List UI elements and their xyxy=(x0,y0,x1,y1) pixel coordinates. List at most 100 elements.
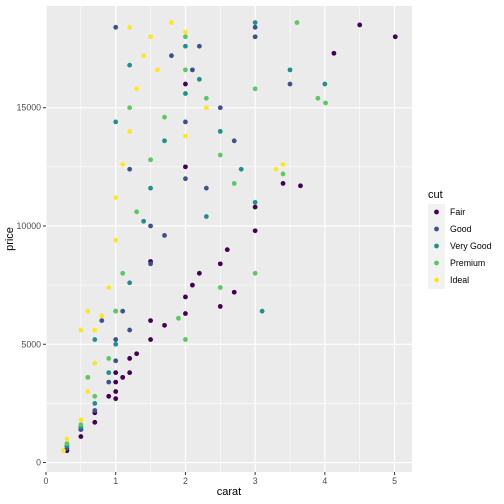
data-point-good xyxy=(287,81,293,87)
data-point-good xyxy=(162,233,167,238)
data-point-fair xyxy=(113,396,119,402)
data-point-ideal xyxy=(169,20,174,25)
data-point-ideal xyxy=(183,133,188,139)
data-point-fair xyxy=(217,261,223,267)
data-point-ideal xyxy=(141,53,147,59)
data-point-very-good xyxy=(106,370,112,376)
y-axis-title: price xyxy=(4,227,16,251)
data-point-fair xyxy=(113,379,119,385)
legend-label: Ideal xyxy=(450,275,469,285)
data-point-very-good xyxy=(92,401,98,406)
data-point-very-good xyxy=(127,280,133,286)
data-point-fair xyxy=(134,351,140,357)
legend-items: Fair Good Very Good Premium Ideal xyxy=(428,204,492,289)
data-point-good xyxy=(113,337,119,342)
data-point-fair xyxy=(127,370,133,376)
data-point-premium xyxy=(113,308,119,314)
data-point-very-good xyxy=(183,91,188,96)
legend-swatch xyxy=(434,243,439,249)
data-point-good xyxy=(169,53,174,59)
y-tick-label: 0 xyxy=(36,458,41,468)
data-point-very-good xyxy=(322,81,328,87)
data-point-premium xyxy=(183,67,188,73)
data-point-fair xyxy=(113,389,119,394)
data-point-fair xyxy=(106,393,112,399)
data-point-good xyxy=(183,176,188,182)
data-point-premium xyxy=(315,95,321,101)
x-axis-title: carat xyxy=(217,486,241,498)
data-point-ideal xyxy=(203,105,209,111)
axes: 0 1 2 3 4 5 0 5000 10000 15000 xyxy=(17,103,398,486)
data-point-very-good xyxy=(92,337,98,342)
data-point-good xyxy=(252,34,258,40)
data-point-ideal xyxy=(120,162,126,167)
data-point-premium xyxy=(162,114,167,120)
data-point-ideal xyxy=(78,417,84,423)
data-point-fair xyxy=(183,81,188,87)
data-point-good xyxy=(127,327,133,333)
data-point-premium xyxy=(294,20,300,25)
legend-swatch xyxy=(434,277,439,283)
data-point-premium xyxy=(231,181,237,186)
legend: cut Fair Good Very Good Premium Ideal xyxy=(428,189,492,289)
data-point-good xyxy=(127,166,133,172)
data-point-fair xyxy=(120,374,126,380)
y-tick-label: 10000 xyxy=(17,221,42,231)
x-tick-label: 4 xyxy=(322,476,327,486)
data-point-very-good xyxy=(148,185,153,191)
data-point-fair xyxy=(231,289,237,295)
data-point-ideal xyxy=(85,308,91,314)
data-point-ideal xyxy=(134,86,140,92)
data-point-ideal xyxy=(127,128,133,134)
data-point-premium xyxy=(176,315,181,321)
data-point-fair xyxy=(252,204,258,210)
data-point-very-good xyxy=(196,76,202,82)
legend-label: Very Good xyxy=(450,241,492,251)
data-point-premium xyxy=(183,337,188,342)
data-point-fair xyxy=(217,304,223,309)
data-point-good xyxy=(252,24,258,30)
data-point-good xyxy=(217,105,223,111)
data-point-fair xyxy=(148,318,153,324)
data-points xyxy=(61,20,398,454)
data-point-very-good xyxy=(287,67,293,73)
data-point-fair xyxy=(92,419,98,425)
panel-background xyxy=(46,6,412,472)
y-tick-label: 15000 xyxy=(17,103,42,113)
data-point-premium xyxy=(120,270,126,276)
data-point-fair xyxy=(183,294,188,300)
data-point-very-good xyxy=(259,308,265,314)
legend-label: Premium xyxy=(450,258,485,268)
data-point-fair xyxy=(78,434,84,439)
data-point-fair xyxy=(280,181,286,186)
legend-label: Good xyxy=(450,224,472,234)
data-point-premium xyxy=(78,422,84,428)
data-point-premium xyxy=(92,393,98,399)
legend-swatch xyxy=(434,226,439,232)
data-point-fair xyxy=(357,22,363,28)
data-point-premium xyxy=(323,100,328,106)
data-point-premium xyxy=(127,105,133,111)
data-point-fair xyxy=(196,270,202,276)
legend-label: Fair xyxy=(450,207,465,217)
data-point-premium xyxy=(203,95,209,101)
data-point-fair xyxy=(331,50,337,56)
data-point-very-good xyxy=(141,218,147,224)
data-point-good xyxy=(99,318,105,324)
data-point-fair xyxy=(113,370,119,376)
data-point-ideal xyxy=(64,436,70,442)
data-point-good xyxy=(148,223,153,229)
x-tick-label: 2 xyxy=(183,476,188,486)
x-tick-label: 0 xyxy=(44,476,49,486)
y-tick-label: 5000 xyxy=(21,339,41,349)
data-point-fair xyxy=(127,356,133,361)
data-point-good xyxy=(92,408,98,413)
data-point-ideal xyxy=(113,237,119,243)
data-point-ideal xyxy=(127,24,133,30)
data-point-very-good xyxy=(203,214,209,219)
data-point-fair xyxy=(392,34,398,40)
legend-swatch xyxy=(434,260,439,266)
data-point-good xyxy=(148,261,153,267)
data-point-fair xyxy=(183,164,188,170)
